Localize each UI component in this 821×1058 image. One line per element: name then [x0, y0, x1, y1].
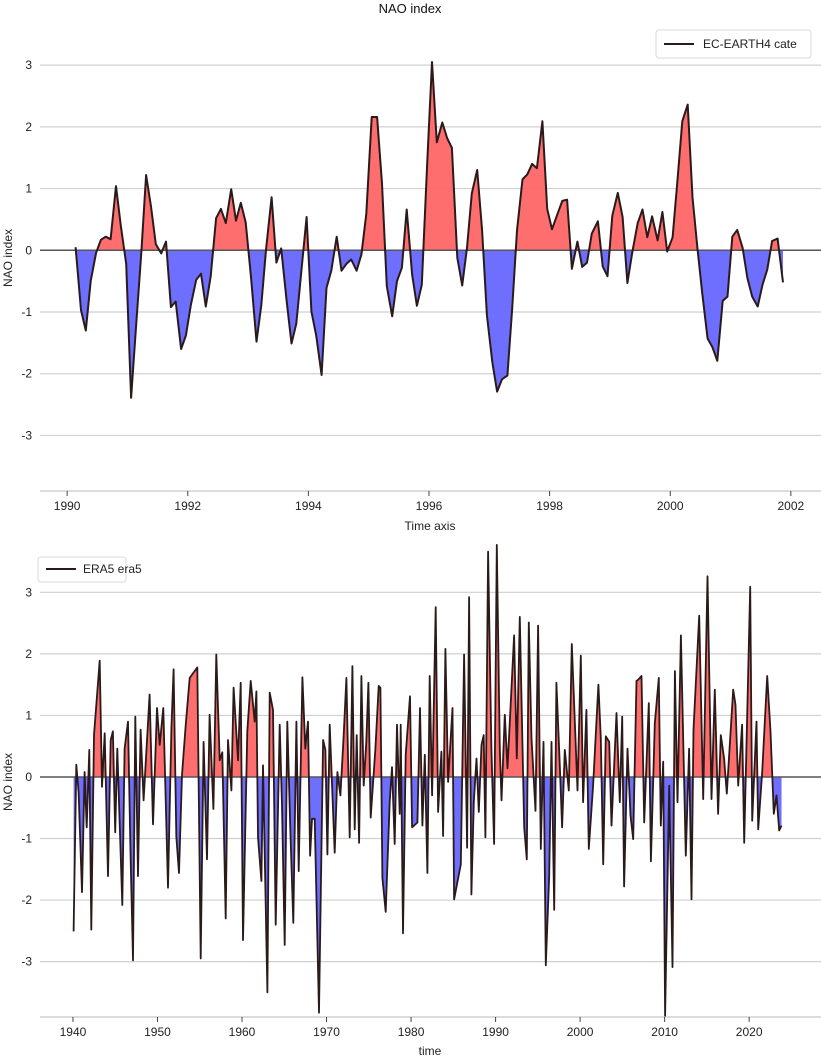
- legend-bottom-frame: [37, 556, 127, 583]
- y-tick-label: 2: [25, 647, 32, 661]
- x-tick-label: 1996: [416, 499, 443, 513]
- ec-earth4-panel: -3 -2 -1 0 1 2 3 1990 1992 1994 1996 1998 2000 2002: [21, 58, 821, 513]
- positive-area: [75, 62, 780, 251]
- x-tick-label: 1950: [144, 1025, 171, 1039]
- series-line: [74, 61, 784, 399]
- y-tick-label: -3: [21, 428, 32, 442]
- x-tick-label: 2010: [651, 1025, 678, 1039]
- y-tick-label: 2: [25, 120, 32, 134]
- legend-top-label: EC-EARTH4 cate: [703, 37, 797, 51]
- x-tick-label: 2002: [777, 499, 804, 513]
- y-tick-label: -1: [21, 832, 32, 846]
- y-tick-label: -1: [21, 305, 32, 319]
- x-tick-label: 1970: [313, 1025, 340, 1039]
- x-tick-label: 1940: [60, 1025, 87, 1039]
- legend-bottom: ERA5 era5: [37, 556, 142, 583]
- chart-title: NAO index: [379, 1, 442, 16]
- negative-area: [73, 776, 782, 1016]
- x-tick-label: 2000: [567, 1025, 594, 1039]
- series-line: [72, 544, 783, 1017]
- y-tick-label: 1: [25, 182, 32, 196]
- legend-top: EC-EARTH4 cate: [655, 29, 812, 59]
- y-tick-label: -2: [21, 367, 32, 381]
- y-tick-label: 0: [25, 243, 32, 257]
- x-axis-label-top: Time axis: [405, 519, 456, 533]
- positive-area: [73, 544, 782, 777]
- y-tick-label: -2: [21, 893, 32, 907]
- y-tick-label: 1: [25, 708, 32, 722]
- legend-bottom-label: ERA5 era5: [83, 562, 142, 576]
- x-tick-label: 1992: [174, 499, 201, 513]
- x-tick-label: 2020: [736, 1025, 763, 1039]
- era5-panel: -3 -2 -1 0 1 2 3 1940 1950 1960 1970 1980 1990 2000 20…: [21, 544, 821, 1039]
- x-tick-label: 2000: [657, 499, 684, 513]
- y-axis-label-bottom: NAO index: [1, 753, 15, 811]
- x-tick-label: 1990: [54, 499, 81, 513]
- x-tick-label: 1990: [482, 1025, 509, 1039]
- y-tick-label: 0: [25, 770, 32, 784]
- legend-top-frame: [655, 29, 812, 59]
- y-tick-label: -3: [21, 955, 32, 969]
- x-tick-label: 1994: [295, 499, 322, 513]
- x-tick-label: 1998: [536, 499, 563, 513]
- x-tick-label: 1960: [229, 1025, 256, 1039]
- y-tick-label: 3: [25, 585, 32, 599]
- y-tick-label: 3: [25, 58, 32, 72]
- x-axis-label-bottom: time: [419, 1044, 442, 1058]
- y-axis-label-top: NAO index: [1, 229, 15, 287]
- x-tick-label: 1980: [398, 1025, 425, 1039]
